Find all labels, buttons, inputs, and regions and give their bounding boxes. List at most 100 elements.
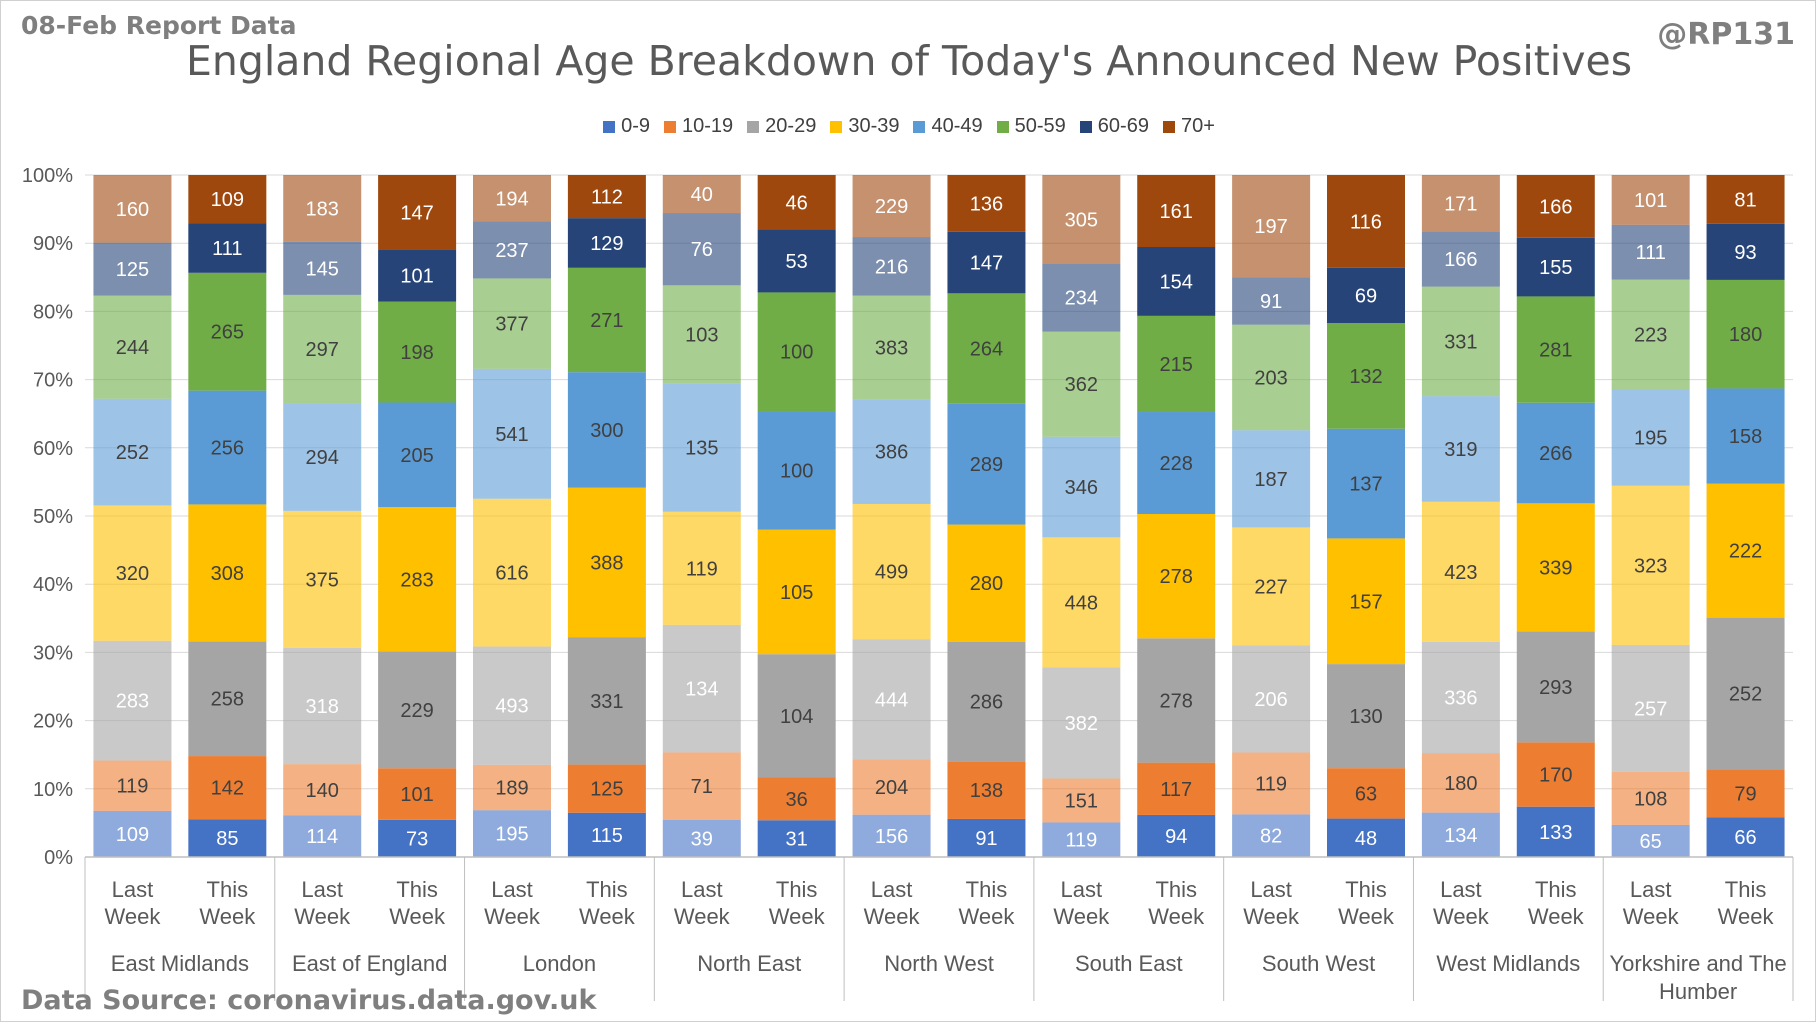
legend-label: 30-39 <box>848 115 900 137</box>
bar-segment-50-59 <box>1137 315 1216 413</box>
data-label: 194 <box>495 188 528 210</box>
bar-segment-30-39 <box>1516 503 1595 632</box>
data-label: 289 <box>970 454 1003 476</box>
data-label: 147 <box>970 253 1003 275</box>
legend-swatch <box>1162 120 1175 133</box>
bar-segment-0-9 <box>93 810 172 857</box>
y-tick-label: 100% <box>22 165 73 187</box>
x-tick-label-line: Last <box>1440 877 1482 902</box>
data-label: 204 <box>875 777 908 799</box>
y-tick-label: 50% <box>33 506 73 528</box>
data-label: 195 <box>1634 428 1667 450</box>
data-label: 323 <box>1634 555 1667 577</box>
data-label: 71 <box>691 776 713 798</box>
x-tick-label-line: Week <box>1338 904 1395 929</box>
region-label-line: Yorkshire and The <box>1609 951 1786 976</box>
bar-segment-30-39 <box>1421 501 1500 642</box>
x-tick-label: This Week <box>959 877 1016 929</box>
data-label: 103 <box>685 324 718 346</box>
bar-segment-70 <box>1421 175 1500 232</box>
data-label: 157 <box>1349 591 1382 613</box>
bar-segment-40-49 <box>947 403 1026 525</box>
bar-segment-30-39 <box>1327 538 1405 665</box>
data-label: 82 <box>1260 826 1282 848</box>
data-label: 215 <box>1160 354 1193 376</box>
bar-segment-30-39 <box>378 507 457 652</box>
data-label: 305 <box>1065 209 1098 231</box>
bar-segment-30-39 <box>188 504 267 642</box>
data-label: 161 <box>1160 201 1193 223</box>
region-label: North East <box>697 951 801 976</box>
x-tick-label-line: Last <box>1061 877 1103 902</box>
bar-segment-50-59 <box>283 294 362 404</box>
x-tick-label: Last Week <box>1623 877 1680 929</box>
x-tick-label: This Week <box>1528 877 1585 929</box>
x-tick-label: Last Week <box>294 877 351 929</box>
data-label: 362 <box>1065 374 1098 396</box>
data-label: 134 <box>1444 825 1477 847</box>
y-tick-label: 20% <box>33 711 73 733</box>
data-label: 278 <box>1160 690 1193 712</box>
author-handle: @RP131 <box>1657 17 1795 52</box>
data-label: 297 <box>306 339 339 361</box>
bar-segment-60-69 <box>188 223 267 273</box>
y-tick-label: 40% <box>33 574 73 596</box>
bar-segment-0-9 <box>1232 814 1311 857</box>
data-label: 158 <box>1729 426 1762 448</box>
data-label: 283 <box>116 691 149 713</box>
bar-segment-70 <box>1137 175 1216 248</box>
x-tick-label: Last Week <box>1053 877 1110 929</box>
bar-segment-60-69 <box>473 221 551 279</box>
data-label: 93 <box>1734 242 1756 264</box>
data-label: 151 <box>1065 790 1098 812</box>
bar-segment-40-49 <box>1232 430 1311 528</box>
data-label: 119 <box>1065 830 1097 852</box>
bar-segment-40-49 <box>1516 402 1595 504</box>
bar-segment-0-9 <box>757 820 836 857</box>
data-label: 257 <box>1634 698 1667 720</box>
x-tick-label-line: Week <box>769 904 826 929</box>
bar-segment-70 <box>1611 175 1690 225</box>
bar-segment-30-39 <box>93 505 172 641</box>
data-label: 180 <box>1444 773 1477 795</box>
data-label: 336 <box>1444 687 1477 709</box>
bar-segment-60-69 <box>1706 223 1785 280</box>
x-tick-label-line: Last <box>491 877 533 902</box>
data-label: 170 <box>1539 765 1572 787</box>
bar-segment-10-19 <box>1516 742 1595 807</box>
bar-segment-50-59 <box>1611 279 1690 390</box>
bar-segment-40-49 <box>188 390 267 505</box>
data-label: 300 <box>590 420 623 442</box>
legend-item-10-19: 10-19 <box>664 115 733 138</box>
legend-item-20-29: 20-29 <box>747 115 816 138</box>
bar-segment-30-39 <box>662 511 741 625</box>
region-label: Yorkshire and The Humber <box>1609 951 1786 1004</box>
bar-segment-50-59 <box>93 295 172 399</box>
bar-segment-50-59 <box>378 301 457 403</box>
data-label: 229 <box>875 196 908 218</box>
legend-swatch <box>913 120 926 133</box>
x-tick-label-line: Week <box>199 904 256 929</box>
bar-segment-20-29 <box>757 654 836 778</box>
data-label: 223 <box>1634 325 1667 347</box>
data-label: 166 <box>1539 196 1572 218</box>
bar-segment-0-9 <box>283 815 362 857</box>
x-tick-label: This Week <box>1338 877 1395 929</box>
bar-segment-10-19 <box>1611 771 1690 825</box>
bar-segment-0-9 <box>1611 824 1690 857</box>
bar-segment-60-69 <box>567 218 646 268</box>
bar-segment-30-39 <box>757 529 836 655</box>
legend-label: 20-29 <box>765 115 817 137</box>
bar-segment-50-59 <box>757 292 836 412</box>
bar-segment-30-39 <box>852 503 931 640</box>
bar-segment-0-9 <box>188 819 267 857</box>
x-tick-label-line: Week <box>1623 904 1680 929</box>
bar-segment-60-69 <box>757 229 836 293</box>
data-label: 383 <box>875 337 908 359</box>
data-label: 63 <box>1355 783 1377 805</box>
bar-segment-30-39 <box>1706 483 1785 618</box>
y-tick-label: 60% <box>33 438 73 460</box>
bar-segment-20-29 <box>188 641 267 757</box>
x-tick-label-line: This <box>1535 877 1577 902</box>
bar-segment-20-29 <box>567 637 646 765</box>
